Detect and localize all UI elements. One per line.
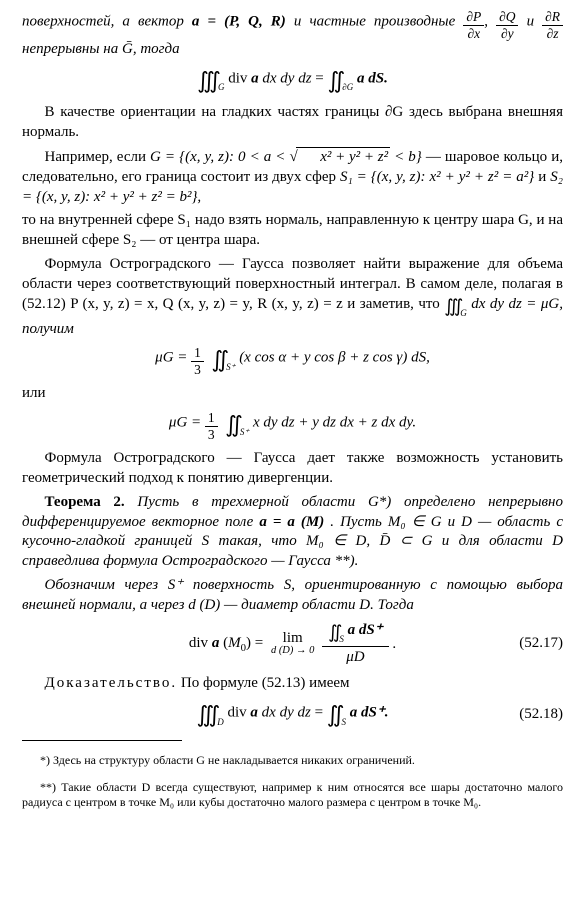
dQdy: ∂Q∂y [496,10,518,40]
formula-52-17: div a (M0) = lim d (D) → 0 ∬S a dS⁺ μD .… [22,622,563,667]
footnote-1: *) Здесь на структуру области G не накла… [22,753,563,768]
formula-volume-1: μG = 13 ∬S⁺ (x cos α + y cos β + z cos γ… [22,345,563,376]
dPdx: ∂P∂x [463,10,484,40]
paragraph-4: то на внутренней сфере S₁ надо взять нор… [22,211,563,251]
p1-text-d: , тогда [133,41,180,57]
proof-label: Доказательство. [45,675,178,691]
eqno-52-18: (52.18) [519,705,563,725]
formula-52-18: ∭D div a dx dy dz = ∬S a dS⁺. (52.18) [22,700,563,730]
theorem-2: Теорема 2. Пусть в трехмерной области G*… [22,493,563,572]
paragraph-7: Формула Остроградского — Гаусса дает так… [22,449,563,489]
p1-text-b: и частные производные [294,13,463,29]
footnote-2: **) Такие области D всегда существуют, н… [22,780,563,810]
theorem-label: Теорема 2. [45,494,125,510]
formula-volume-2: μG = 13 ∬S⁺ x dy dz + y dz dx + z dx dy. [22,410,563,441]
eqno-52-17: (52.17) [519,634,563,654]
footnote-rule [22,740,182,741]
paragraph-2: В качестве ориентации на гладких частях … [22,103,563,143]
formula-div-theorem: ∭G div a dx dy dz = ∬∂G a dS. [22,66,563,96]
paragraph-1: поверхностей, а вектор a = (P, Q, R) и ч… [22,10,563,60]
paragraph-6: или [22,384,563,404]
p1-text-a: поверхностей, а вектор [22,13,192,29]
proof-start: Доказательство. По формуле (52.13) имеем [22,674,563,694]
paragraph-3: Например, если G = {(x, y, z): 0 < a < √… [22,147,563,207]
p1-vec: a = (P, Q, R) [192,13,286,29]
dRdz: ∂R∂z [542,10,563,40]
paragraph-9: Обозначим через S⁺ поверхность S, ориент… [22,576,563,616]
paragraph-5: Формула Остроградского — Гаусса позволяе… [22,255,563,339]
p1-Gbar: Ḡ [122,41,133,57]
p1-text-c: непрерывны на [22,41,122,57]
